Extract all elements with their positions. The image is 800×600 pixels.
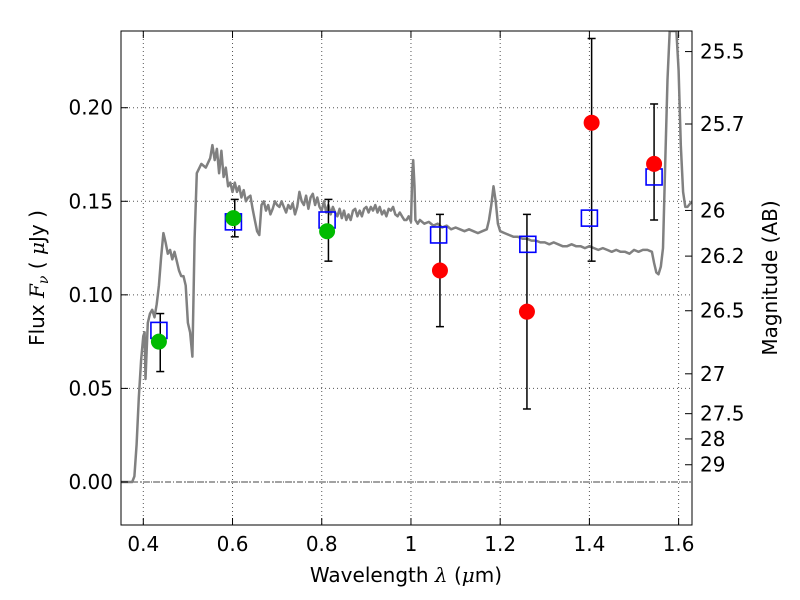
- x-axis-title-symbol: λ: [434, 563, 448, 587]
- x-axis-title: Wavelength λ (μm): [310, 563, 502, 587]
- x-tick-label: 1: [405, 532, 418, 556]
- y-axis-title-mu: μ: [25, 242, 49, 255]
- green-points: [150, 210, 336, 350]
- model-spectrum: [121, 31, 692, 484]
- y2-tick-label: 26: [700, 198, 725, 222]
- x-axis-title-mu: μ: [462, 563, 475, 587]
- y-tick-label: 0.05: [68, 376, 113, 400]
- red-point: [646, 155, 663, 172]
- x-ticks: 0.4 0.6 0.8 1 1.2 1.4 1.6: [127, 31, 695, 556]
- y-axis-title-open: (: [25, 255, 49, 276]
- x-tick-label: 0.8: [306, 532, 338, 556]
- y-tick-label: 0.00: [68, 470, 113, 494]
- y-axis-title-text: Flux: [25, 298, 49, 346]
- red-point: [431, 262, 448, 279]
- x-axis-title-unit-open: (: [448, 563, 462, 587]
- y-ticks: 0.00 0.05 0.10 0.15 0.20: [68, 96, 128, 494]
- y-axis-title-symbol: F: [25, 283, 49, 299]
- plot-frame: [120, 30, 693, 526]
- open-square-marker: [429, 226, 448, 244]
- y-axis-title-subscript: ν: [36, 275, 52, 284]
- x-tick-label: 0.4: [127, 532, 159, 556]
- y-tick-label: 0.20: [68, 96, 113, 120]
- green-point: [319, 223, 336, 240]
- y2-tick-label: 26.5: [700, 299, 745, 323]
- red-point: [518, 303, 535, 320]
- y2-tick-label: 29: [700, 453, 725, 477]
- green-point: [150, 333, 167, 350]
- x-tick-label: 1.4: [573, 532, 605, 556]
- open-square-marker: [519, 235, 537, 254]
- x-axis-title-unit: m): [475, 563, 502, 587]
- model-spectrum-line: [121, 31, 692, 484]
- x-axis-title-text: Wavelength: [310, 563, 435, 587]
- y2-tick-label: 26.2: [700, 244, 745, 268]
- y2-tick-label: 27: [700, 362, 725, 386]
- y-tick-label: 0.15: [68, 189, 113, 213]
- open-square-marker: [580, 209, 599, 227]
- y2-tick-label: 25.7: [700, 112, 745, 136]
- red-point: [583, 114, 600, 131]
- green-point: [225, 210, 242, 227]
- y-tick-label: 0.10: [68, 283, 113, 307]
- x-tick-label: 0.6: [217, 532, 249, 556]
- x-tick-label: 1.6: [663, 532, 695, 556]
- y2-axis-title: Magnitude (AB): [758, 200, 782, 355]
- y2-tick-label: 27.5: [700, 402, 745, 426]
- y-axis-title-unit: Jy ): [25, 210, 49, 244]
- x-tick-label: 1.2: [484, 532, 516, 556]
- y2-tick-label: 28: [700, 427, 725, 451]
- red-points: [431, 114, 663, 320]
- y-axis-title: Flux Fν ( μJy ): [25, 210, 52, 346]
- plot-background: [121, 31, 692, 525]
- y2-tick-label: 25.5: [700, 40, 745, 64]
